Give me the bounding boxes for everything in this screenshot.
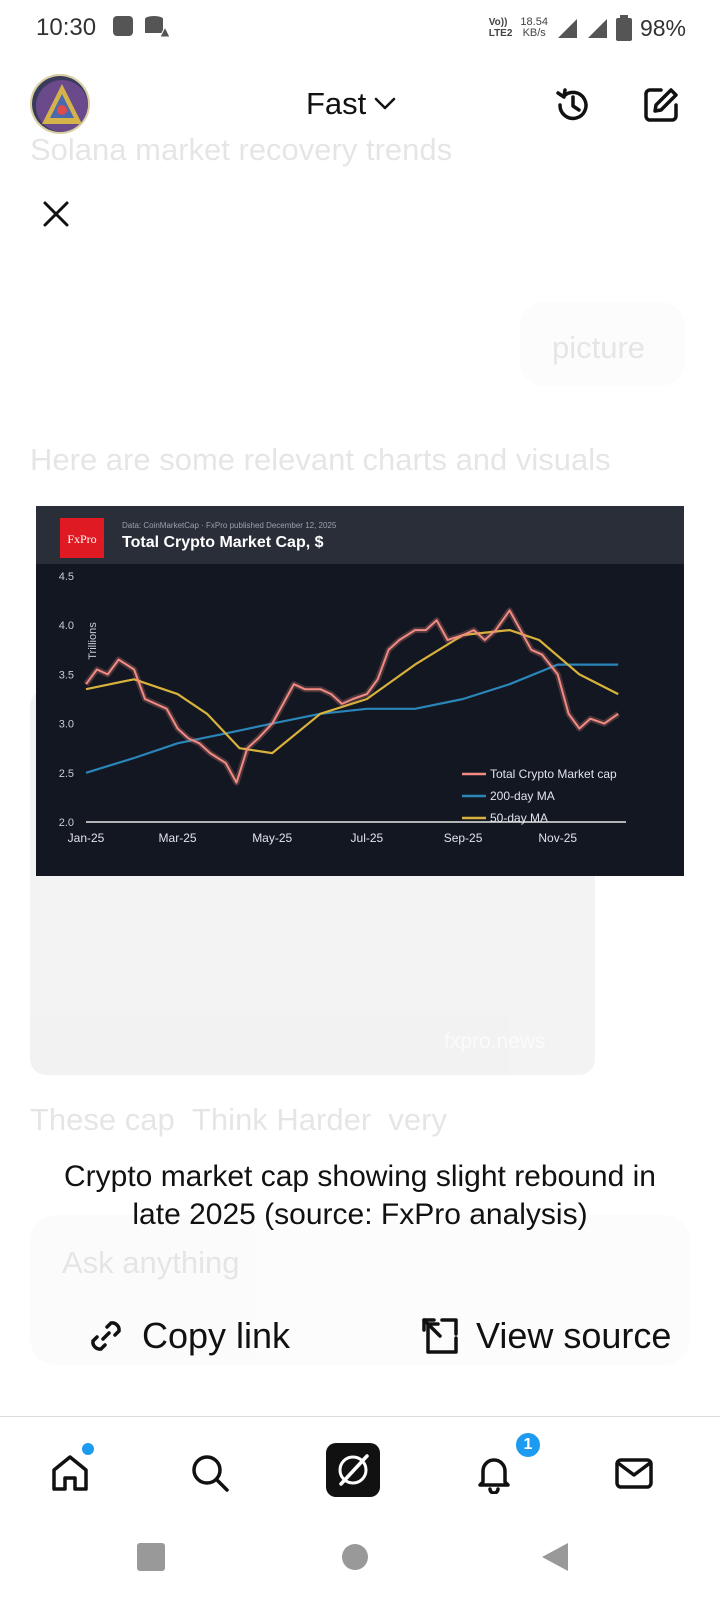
- copy-link-button[interactable]: Copy link: [86, 1315, 290, 1357]
- net-speed: 18.54 KB/s: [520, 16, 548, 39]
- x-tick-label: Nov-25: [538, 831, 577, 845]
- history-button[interactable]: [550, 82, 596, 128]
- image-caption: Crypto market cap showing slight rebound…: [64, 1160, 656, 1231]
- chart-title: Total Crypto Market Cap, $: [122, 534, 324, 551]
- legend-label: Total Crypto Market cap: [490, 767, 617, 781]
- chart-svg: FxPro Data: CoinMarketCap · FxPro publis…: [36, 506, 684, 845]
- signal-icon: [557, 19, 577, 38]
- model-selector[interactable]: Fast: [306, 86, 396, 122]
- copy-link-label: Copy link: [142, 1315, 291, 1356]
- home-icon[interactable]: [340, 1542, 370, 1572]
- action-row: Copy link View source: [0, 1315, 720, 1375]
- series-line-1: [85, 663, 619, 774]
- x-tick-label: Jul-25: [351, 831, 384, 845]
- notifications-icon: [478, 1458, 510, 1494]
- series-layer: [83, 607, 620, 786]
- y-axis-label: Trillions: [87, 622, 99, 660]
- link-icon: [91, 1321, 121, 1351]
- legend-label: 200-day MA: [490, 789, 555, 803]
- close-icon: [43, 201, 69, 227]
- x-tick-label: Mar-25: [159, 831, 197, 845]
- storage-warning-icon: [145, 16, 170, 38]
- status-time: 10:30: [36, 14, 97, 41]
- y-tick-label: 3.0: [59, 719, 74, 731]
- series-glow: [83, 607, 620, 786]
- view-source-label: View source: [476, 1315, 672, 1356]
- back-icon[interactable]: [540, 1542, 570, 1572]
- battery-percent: 98%: [639, 14, 686, 41]
- system-nav: [0, 1526, 720, 1600]
- status-right: Vo)) LTE2 18.54 KB/s 98%: [489, 14, 686, 42]
- legend-label: 50-day MA: [490, 811, 548, 825]
- x-tick-label: Sep-25: [444, 831, 483, 845]
- notification-badge: 1: [514, 1431, 542, 1459]
- recents-icon[interactable]: [136, 1542, 166, 1572]
- avatar[interactable]: [30, 74, 90, 134]
- y-tick-label: 2.5: [59, 768, 74, 780]
- view-source-button[interactable]: View source: [420, 1315, 671, 1357]
- search-icon: [192, 1455, 229, 1492]
- x-tick-label: May-25: [252, 831, 292, 845]
- messages-icon: [615, 1458, 653, 1489]
- y-tick-label: 2.0: [59, 817, 74, 829]
- nav-search[interactable]: [180, 1443, 240, 1503]
- background-pill: [520, 302, 685, 386]
- status-bar: 10:30 Vo)) LTE2 18.54 KB/s 98%: [0, 0, 720, 56]
- nav-notifications[interactable]: [464, 1443, 524, 1503]
- grid-layer: 2.0 2.5 3.0 3.5 4.0 4.5 Jan-25 Mar-25 May-25 Jul-…: [59, 571, 626, 845]
- bottom-nav: 1: [0, 1416, 720, 1526]
- y-tick-label: 4.0: [59, 620, 74, 632]
- home-icon: [52, 1455, 88, 1491]
- series-line-0: [85, 609, 619, 784]
- new-chat-button[interactable]: [638, 82, 684, 128]
- chart-image: FxPro Data: CoinMarketCap · FxPro publis…: [36, 506, 684, 876]
- app-header: Fast: [0, 70, 720, 142]
- y-tick-label: 4.5: [59, 571, 74, 583]
- background-text-after: These cap Think Harder very: [30, 1102, 447, 1137]
- y-tick-label: 3.5: [59, 669, 74, 681]
- background-pill-text: picture: [552, 330, 646, 365]
- nav-messages[interactable]: [604, 1443, 664, 1503]
- nav-grok[interactable]: [326, 1443, 380, 1497]
- screen-record-icon: [113, 16, 133, 36]
- grok-icon: [338, 1454, 369, 1486]
- volte-indicator: Vo)) LTE2: [488, 17, 513, 39]
- chevron-down-icon: [375, 97, 396, 110]
- model-label: Fast: [306, 86, 367, 121]
- x-tick-label: Jan-25: [68, 831, 105, 845]
- chart-meta: Data: CoinMarketCap · FxPro published De…: [122, 521, 337, 530]
- close-button[interactable]: [36, 194, 76, 234]
- battery-icon: [615, 15, 632, 41]
- brand-logo-text: FxPro: [67, 532, 96, 546]
- nav-home[interactable]: [40, 1443, 100, 1503]
- brand-logo: [60, 518, 104, 558]
- home-unread-dot: [82, 1443, 94, 1455]
- legend: Total Crypto Market cap 200-day MA 50-day …: [462, 767, 617, 825]
- history-icon: [556, 88, 588, 121]
- background-input-placeholder: Ask anything: [62, 1245, 240, 1280]
- chart-header-bar: [36, 506, 684, 564]
- watermark: fxpro.news: [444, 1030, 546, 1053]
- new-chat-icon: [644, 88, 678, 122]
- series-line-2: [85, 628, 619, 755]
- external-link-icon: [422, 1318, 458, 1354]
- signal-icon-2: [587, 19, 607, 38]
- background-text-mid: Here are some relevant charts and visual…: [30, 442, 611, 477]
